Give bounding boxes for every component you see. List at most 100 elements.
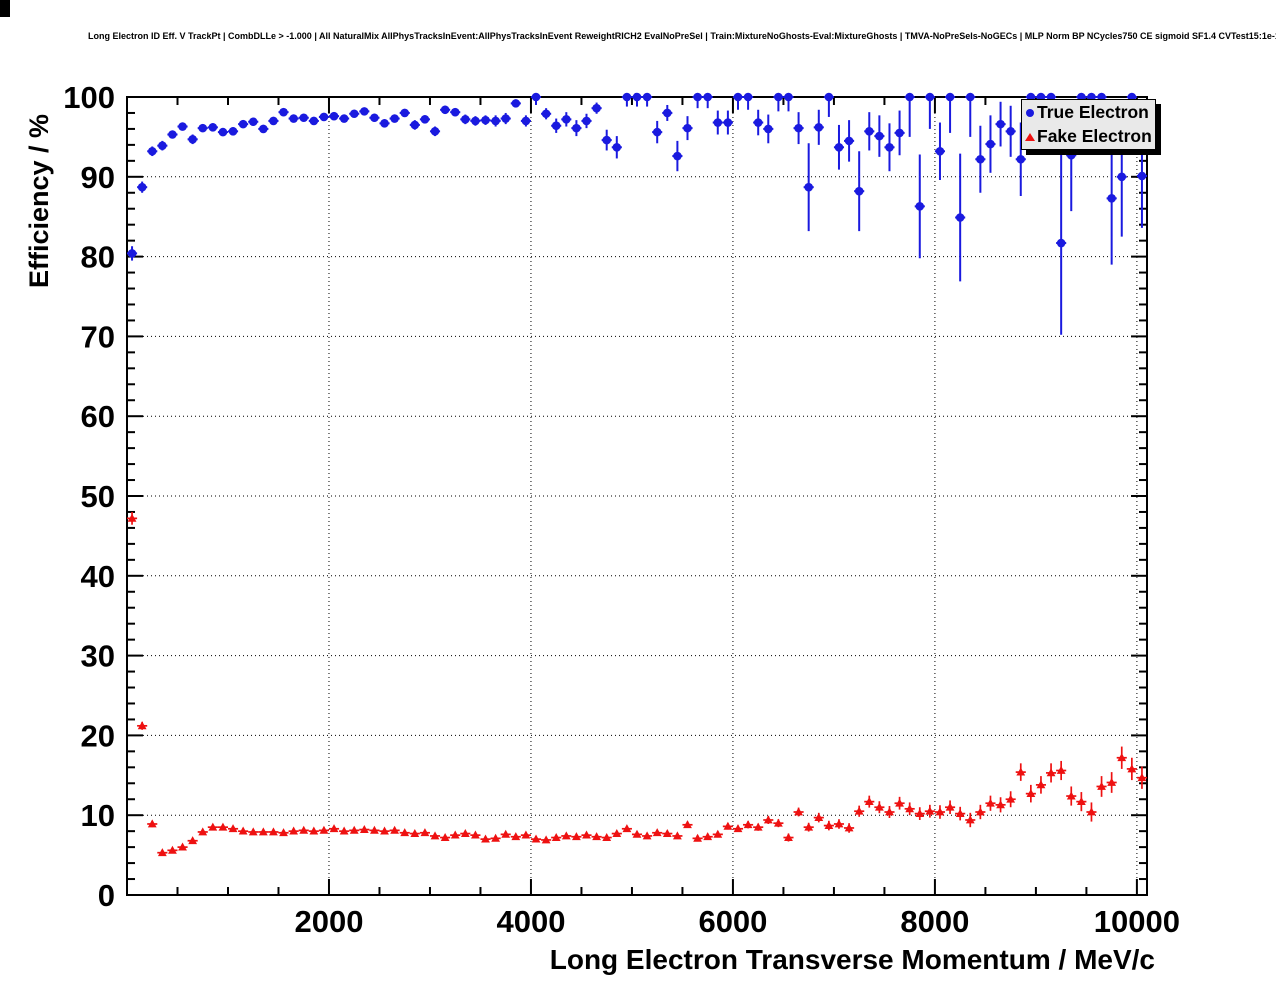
data-point-true-electron xyxy=(905,92,914,102)
data-point-fake-electron xyxy=(854,806,864,815)
data-point-fake-electron xyxy=(784,832,793,841)
data-point-true-electron xyxy=(875,131,884,141)
data-point-true-electron xyxy=(804,182,813,192)
data-point-fake-electron xyxy=(874,802,884,811)
data-point-true-electron xyxy=(511,99,521,108)
data-point-true-electron xyxy=(642,92,652,102)
data-point-true-electron xyxy=(763,124,773,134)
data-point-fake-electron xyxy=(440,832,450,841)
x-tick-label: 8000 xyxy=(900,904,969,939)
y-tick-label: 20 xyxy=(81,718,115,753)
data-point-fake-electron xyxy=(430,831,440,840)
data-point-fake-electron xyxy=(763,815,773,824)
data-point-fake-electron xyxy=(965,815,975,824)
data-point-fake-electron xyxy=(592,832,602,841)
data-point-fake-electron xyxy=(460,828,470,837)
fake-electron-series xyxy=(127,511,1147,857)
data-point-fake-electron xyxy=(642,831,652,840)
data-point-fake-electron xyxy=(733,824,743,833)
data-point-true-electron xyxy=(319,112,329,122)
data-point-true-electron xyxy=(279,107,288,117)
data-point-true-electron xyxy=(390,114,399,123)
data-point-true-electron xyxy=(400,108,410,118)
data-point-fake-electron xyxy=(188,836,198,845)
data-point-true-electron xyxy=(693,92,702,102)
data-point-true-electron xyxy=(370,113,379,123)
data-point-true-electron xyxy=(723,118,733,127)
data-point-true-electron xyxy=(572,123,581,133)
data-point-fake-electron xyxy=(1127,764,1137,773)
legend: True Electron Fake Electron xyxy=(1021,99,1156,150)
data-point-fake-electron xyxy=(572,832,581,841)
data-point-fake-electron xyxy=(1056,765,1066,774)
data-point-fake-electron xyxy=(299,825,309,834)
data-point-true-electron xyxy=(339,114,349,123)
data-point-fake-electron xyxy=(511,832,521,841)
data-point-fake-electron xyxy=(703,832,713,841)
data-point-true-electron xyxy=(289,114,298,123)
legend-label: True Electron xyxy=(1037,102,1149,122)
data-point-true-electron xyxy=(703,92,712,102)
data-point-true-electron xyxy=(531,92,541,102)
data-point-fake-electron xyxy=(672,831,682,840)
data-point-fake-electron xyxy=(945,802,955,811)
data-point-true-electron xyxy=(844,136,854,146)
data-point-fake-electron xyxy=(996,800,1005,809)
data-point-true-electron xyxy=(551,121,561,131)
data-point-true-electron xyxy=(955,213,965,222)
plot-title: Long Electron ID Eff. V TrackPt | CombDL… xyxy=(88,31,1276,41)
data-point-fake-electron xyxy=(1066,791,1076,800)
data-point-fake-electron xyxy=(248,827,258,836)
data-point-true-electron xyxy=(349,109,359,119)
data-point-fake-electron xyxy=(844,823,854,832)
data-point-true-electron xyxy=(208,123,218,132)
data-point-true-electron xyxy=(612,142,622,152)
data-point-fake-electron xyxy=(491,833,501,842)
data-point-true-electron xyxy=(713,118,723,127)
data-point-fake-electron xyxy=(1097,781,1106,790)
data-point-fake-electron xyxy=(279,828,288,837)
data-point-fake-electron xyxy=(723,821,733,830)
data-point-true-electron xyxy=(1066,150,1076,160)
y-tick-label: 100 xyxy=(63,80,115,115)
legend-label: Fake Electron xyxy=(1037,126,1152,146)
data-point-true-electron xyxy=(683,123,692,133)
fake-electron-marker-icon xyxy=(1022,132,1037,141)
data-point-fake-electron xyxy=(390,825,400,834)
data-point-true-electron xyxy=(895,128,904,138)
data-point-fake-electron xyxy=(127,513,137,522)
data-point-true-electron xyxy=(178,122,187,131)
data-point-fake-electron xyxy=(1026,789,1036,798)
data-point-fake-electron xyxy=(753,822,763,831)
data-point-fake-electron xyxy=(551,832,561,841)
window-corner-artifact xyxy=(0,0,10,17)
data-point-true-electron xyxy=(774,92,783,102)
data-point-fake-electron xyxy=(1076,797,1086,806)
data-point-true-electron xyxy=(915,202,925,211)
legend-item-true-electron: True Electron xyxy=(1022,101,1155,124)
data-point-fake-electron xyxy=(612,828,622,837)
data-point-true-electron xyxy=(218,127,228,137)
data-point-true-electron xyxy=(602,135,612,145)
y-tick-label: 30 xyxy=(81,639,115,674)
data-point-fake-electron xyxy=(804,822,814,831)
data-point-fake-electron xyxy=(329,824,339,833)
data-point-fake-electron xyxy=(208,822,218,831)
data-point-fake-electron xyxy=(915,809,925,818)
data-point-fake-electron xyxy=(582,830,591,839)
data-point-true-electron xyxy=(935,146,945,156)
data-point-fake-electron xyxy=(1137,773,1147,782)
data-point-true-electron xyxy=(269,116,278,126)
data-point-true-electron xyxy=(652,127,662,137)
data-point-true-electron xyxy=(986,139,995,149)
data-point-true-electron xyxy=(158,141,167,150)
data-point-true-electron xyxy=(329,111,339,121)
data-point-fake-electron xyxy=(521,830,531,839)
data-point-fake-electron xyxy=(380,826,389,835)
data-point-true-electron xyxy=(541,109,551,119)
data-point-true-electron xyxy=(481,115,490,125)
data-point-true-electron xyxy=(410,120,420,130)
data-point-true-electron xyxy=(471,116,480,126)
data-point-fake-electron xyxy=(157,848,167,857)
